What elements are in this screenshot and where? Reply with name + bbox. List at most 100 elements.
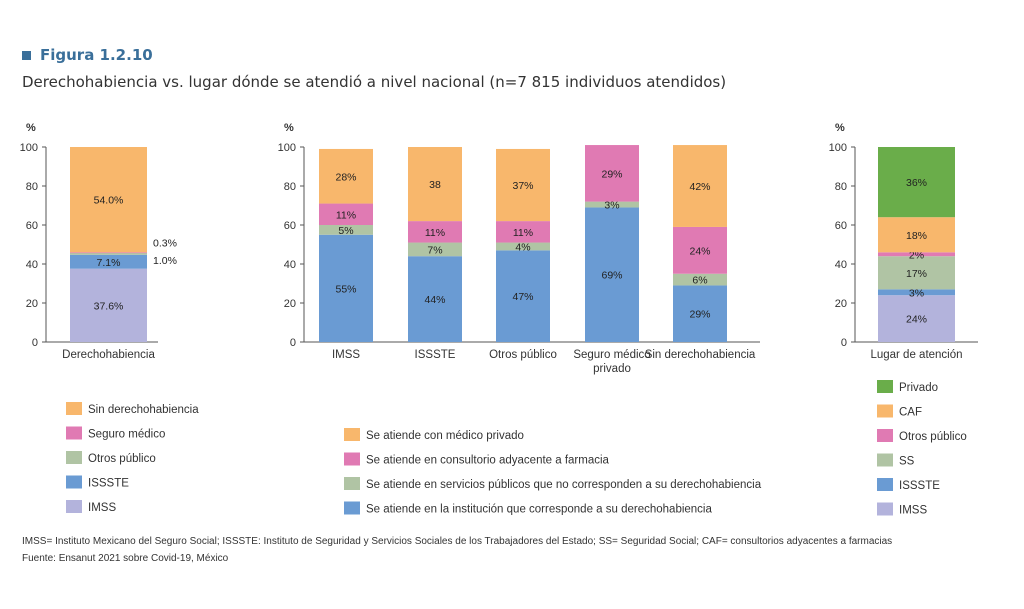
lugar-de-atencion-bar-0-segment-3 (878, 252, 955, 257)
lugar-por-derechohabiencia-legend-swatch-0 (344, 428, 360, 441)
derechohabiencia-bar-0-segment-0 (70, 268, 147, 342)
lugar-por-derechohabiencia-data-label-2-2: 11% (513, 227, 533, 239)
derechohabiencia-ytick-label-100: 100 (20, 142, 38, 154)
derechohabiencia-bar-0-segment-1 (70, 254, 147, 269)
lugar-de-atencion-ytick-label-60: 60 (835, 220, 847, 232)
lugar-por-derechohabiencia-category-label-2-0: Otros público (489, 349, 557, 361)
lugar-por-derechohabiencia-ytick-label-0: 0 (290, 337, 296, 349)
lugar-de-atencion-ylabel: % (835, 122, 845, 134)
lugar-por-derechohabiencia-bar-0-segment-1 (319, 225, 373, 235)
derechohabiencia-data-label-0-1: 7.1% (97, 257, 121, 269)
derechohabiencia-ytick-label-40: 40 (26, 259, 38, 271)
lugar-por-derechohabiencia-bar-2-segment-0 (496, 250, 550, 342)
lugar-por-derechohabiencia-bar-1-segment-0 (408, 256, 462, 342)
lugar-de-atencion-legend-label-1: CAF (899, 407, 922, 419)
lugar-por-derechohabiencia-bar-2-segment-1 (496, 242, 550, 251)
lugar-por-derechohabiencia-ytick-label-80: 80 (284, 181, 296, 193)
derechohabiencia-ytick-label-0: 0 (32, 337, 38, 349)
lugar-de-atencion-ytick-label-100: 100 (829, 142, 847, 154)
lugar-por-derechohabiencia-ytick-label-40: 40 (284, 259, 296, 271)
figure-square-icon (22, 50, 31, 60)
figure-title: Derechohabiencia vs. lugar dónde se aten… (22, 73, 727, 91)
lugar-por-derechohabiencia-category-label-3-0: Seguro médico (573, 349, 650, 361)
lugar-por-derechohabiencia-ytick-label-100: 100 (278, 142, 296, 154)
derechohabiencia-legend-swatch-4 (66, 500, 82, 513)
lugar-de-atencion-legend-label-5: IMSS (899, 505, 927, 517)
derechohabiencia-data-label-0-0: 37.6% (94, 300, 124, 312)
lugar-de-atencion-legend-swatch-3 (877, 453, 893, 467)
lugar-por-derechohabiencia-bar-4-segment-0 (673, 285, 727, 342)
lugar-por-derechohabiencia-category-label-3-1: privado (593, 363, 631, 375)
lugar-por-derechohabiencia-data-label-4-3: 42% (689, 181, 710, 193)
lugar-de-atencion-legend-label-4: ISSSTE (899, 480, 940, 492)
lugar-por-derechohabiencia-ytick-label-60: 60 (284, 220, 296, 232)
derechohabiencia-ytick-label-20: 20 (26, 298, 38, 310)
derechohabiencia-category-label-0-0: Derechohabiencia (62, 349, 155, 361)
lugar-por-derechohabiencia-legend-label-0: Se atiende con médico privado (366, 430, 524, 442)
lugar-de-atencion-legend-label-3: SS (899, 456, 915, 468)
lugar-por-derechohabiencia-data-label-0-1: 5% (338, 225, 353, 237)
lugar-por-derechohabiencia-legend-swatch-2 (344, 477, 360, 490)
lugar-de-atencion-bar-0-segment-4 (878, 217, 955, 253)
lugar-por-derechohabiencia-bar-0-segment-3 (319, 148, 373, 204)
derechohabiencia-bar-0-segment-2 (70, 252, 147, 255)
lugar-de-atencion-bar-0-segment-5 (878, 147, 955, 218)
lugar-por-derechohabiencia-category-label-4-0: Sin derechohabiencia (645, 349, 756, 361)
lugar-por-derechohabiencia-data-label-2-0: 47% (512, 291, 533, 303)
lugar-por-derechohabiencia-data-label-3-1: 3% (604, 200, 619, 212)
lugar-de-atencion-data-label-0-1: 3% (909, 287, 924, 299)
lugar-de-atencion-bar-0-segment-1 (878, 289, 955, 296)
derechohabiencia-legend-swatch-2 (66, 451, 82, 464)
lugar-por-derechohabiencia-data-label-1-3: 38 (429, 179, 441, 191)
derechohabiencia-data-label-0-3: 0.3% (153, 238, 177, 250)
lugar-por-derechohabiencia-category-label-1-0: ISSSTE (415, 349, 456, 361)
lugar-de-atencion-legend-swatch-5 (877, 502, 893, 516)
derechohabiencia-bar-0-segment-4 (70, 147, 147, 253)
lugar-por-derechohabiencia-ylabel: % (284, 122, 294, 134)
lugar-de-atencion-bar-0-segment-2 (878, 256, 955, 290)
lugar-por-derechohabiencia-bar-1-segment-2 (408, 221, 462, 243)
lugar-por-derechohabiencia-data-label-4-2: 24% (689, 245, 710, 257)
lugar-por-derechohabiencia-data-label-2-3: 37% (512, 180, 533, 192)
lugar-por-derechohabiencia-bar-0-segment-2 (319, 203, 373, 225)
figure-label: Figura 1.2.10 (22, 46, 153, 64)
lugar-de-atencion-legend-swatch-2 (877, 429, 893, 442)
lugar-de-atencion-legend-swatch-1 (877, 404, 893, 418)
lugar-de-atencion-data-label-0-0: 24% (906, 314, 927, 326)
derechohabiencia-ytick-label-60: 60 (26, 220, 38, 232)
lugar-por-derechohabiencia-bar-4-segment-1 (673, 273, 727, 286)
lugar-de-atencion-category-label-0-0: Lugar de atención (870, 349, 962, 361)
lugar-por-derechohabiencia-data-label-0-2: 11% (336, 209, 356, 221)
lugar-de-atencion-legend-swatch-0 (877, 380, 893, 393)
lugar-por-derechohabiencia-data-label-3-0: 69% (601, 270, 622, 282)
lugar-de-atencion-legend-label-2: Otros público (899, 431, 967, 443)
lugar-por-derechohabiencia-bar-3-segment-0 (585, 207, 639, 342)
lugar-de-atencion-data-label-0-4: 18% (906, 230, 927, 242)
lugar-por-derechohabiencia-legend-swatch-1 (344, 452, 360, 466)
lugar-por-derechohabiencia-legend-label-3: Se atiende en la institución que corresp… (366, 504, 712, 516)
lugar-por-derechohabiencia-ytick-label-20: 20 (284, 298, 296, 310)
lugar-por-derechohabiencia-bar-2-segment-2 (496, 221, 550, 243)
derechohabiencia-legend-swatch-1 (66, 426, 82, 440)
lugar-por-derechohabiencia-data-label-0-0: 55% (335, 283, 356, 295)
lugar-por-derechohabiencia-bar-1-segment-1 (408, 242, 462, 257)
derechohabiencia-bar-0-segment-3 (70, 252, 147, 254)
lugar-de-atencion-ytick-label-40: 40 (835, 259, 847, 271)
derechohabiencia-legend-swatch-0 (66, 402, 82, 415)
derechohabiencia-legend-swatch-3 (66, 475, 82, 489)
lugar-de-atencion-ytick-label-20: 20 (835, 298, 847, 310)
lugar-por-derechohabiencia-legend-label-1: Se atiende en consultorio adyacente a fa… (366, 455, 610, 467)
lugar-de-atencion-legend-swatch-4 (877, 478, 893, 491)
lugar-por-derechohabiencia-bar-2-segment-3 (496, 148, 550, 222)
lugar-por-derechohabiencia-legend-swatch-3 (344, 501, 360, 515)
lugar-de-atencion-data-label-0-2: 17% (906, 268, 927, 280)
lugar-por-derechohabiencia-bar-1-segment-3 (408, 147, 462, 222)
lugar-por-derechohabiencia-bar-4-segment-2 (673, 226, 727, 274)
lugar-de-atencion-data-label-0-5: 36% (906, 177, 927, 189)
source-note: Fuente: Ensanut 2021 sobre Covid-19, Méx… (22, 553, 229, 564)
derechohabiencia-legend-label-3: ISSSTE (88, 478, 129, 490)
lugar-de-atencion-ytick-label-0: 0 (841, 337, 847, 349)
derechohabiencia-ytick-label-80: 80 (26, 181, 38, 193)
lugar-por-derechohabiencia-data-label-1-2: 11% (425, 227, 445, 239)
